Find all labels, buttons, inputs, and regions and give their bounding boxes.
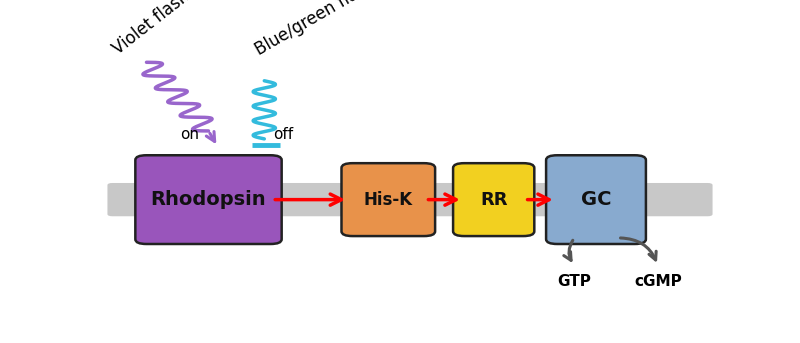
FancyBboxPatch shape xyxy=(546,155,646,244)
FancyBboxPatch shape xyxy=(135,155,282,244)
Text: cGMP: cGMP xyxy=(634,274,682,289)
Text: on: on xyxy=(180,127,199,142)
FancyBboxPatch shape xyxy=(453,163,534,236)
Text: Violet flash: Violet flash xyxy=(110,0,193,58)
Text: Blue/green flash: Blue/green flash xyxy=(252,0,378,59)
FancyBboxPatch shape xyxy=(107,183,713,216)
Text: His-K: His-K xyxy=(364,191,413,209)
Text: off: off xyxy=(273,127,293,142)
FancyBboxPatch shape xyxy=(342,163,435,236)
Text: GC: GC xyxy=(581,190,611,209)
Text: Rhodopsin: Rhodopsin xyxy=(150,190,266,209)
Text: RR: RR xyxy=(480,191,507,209)
Text: GTP: GTP xyxy=(558,274,591,289)
